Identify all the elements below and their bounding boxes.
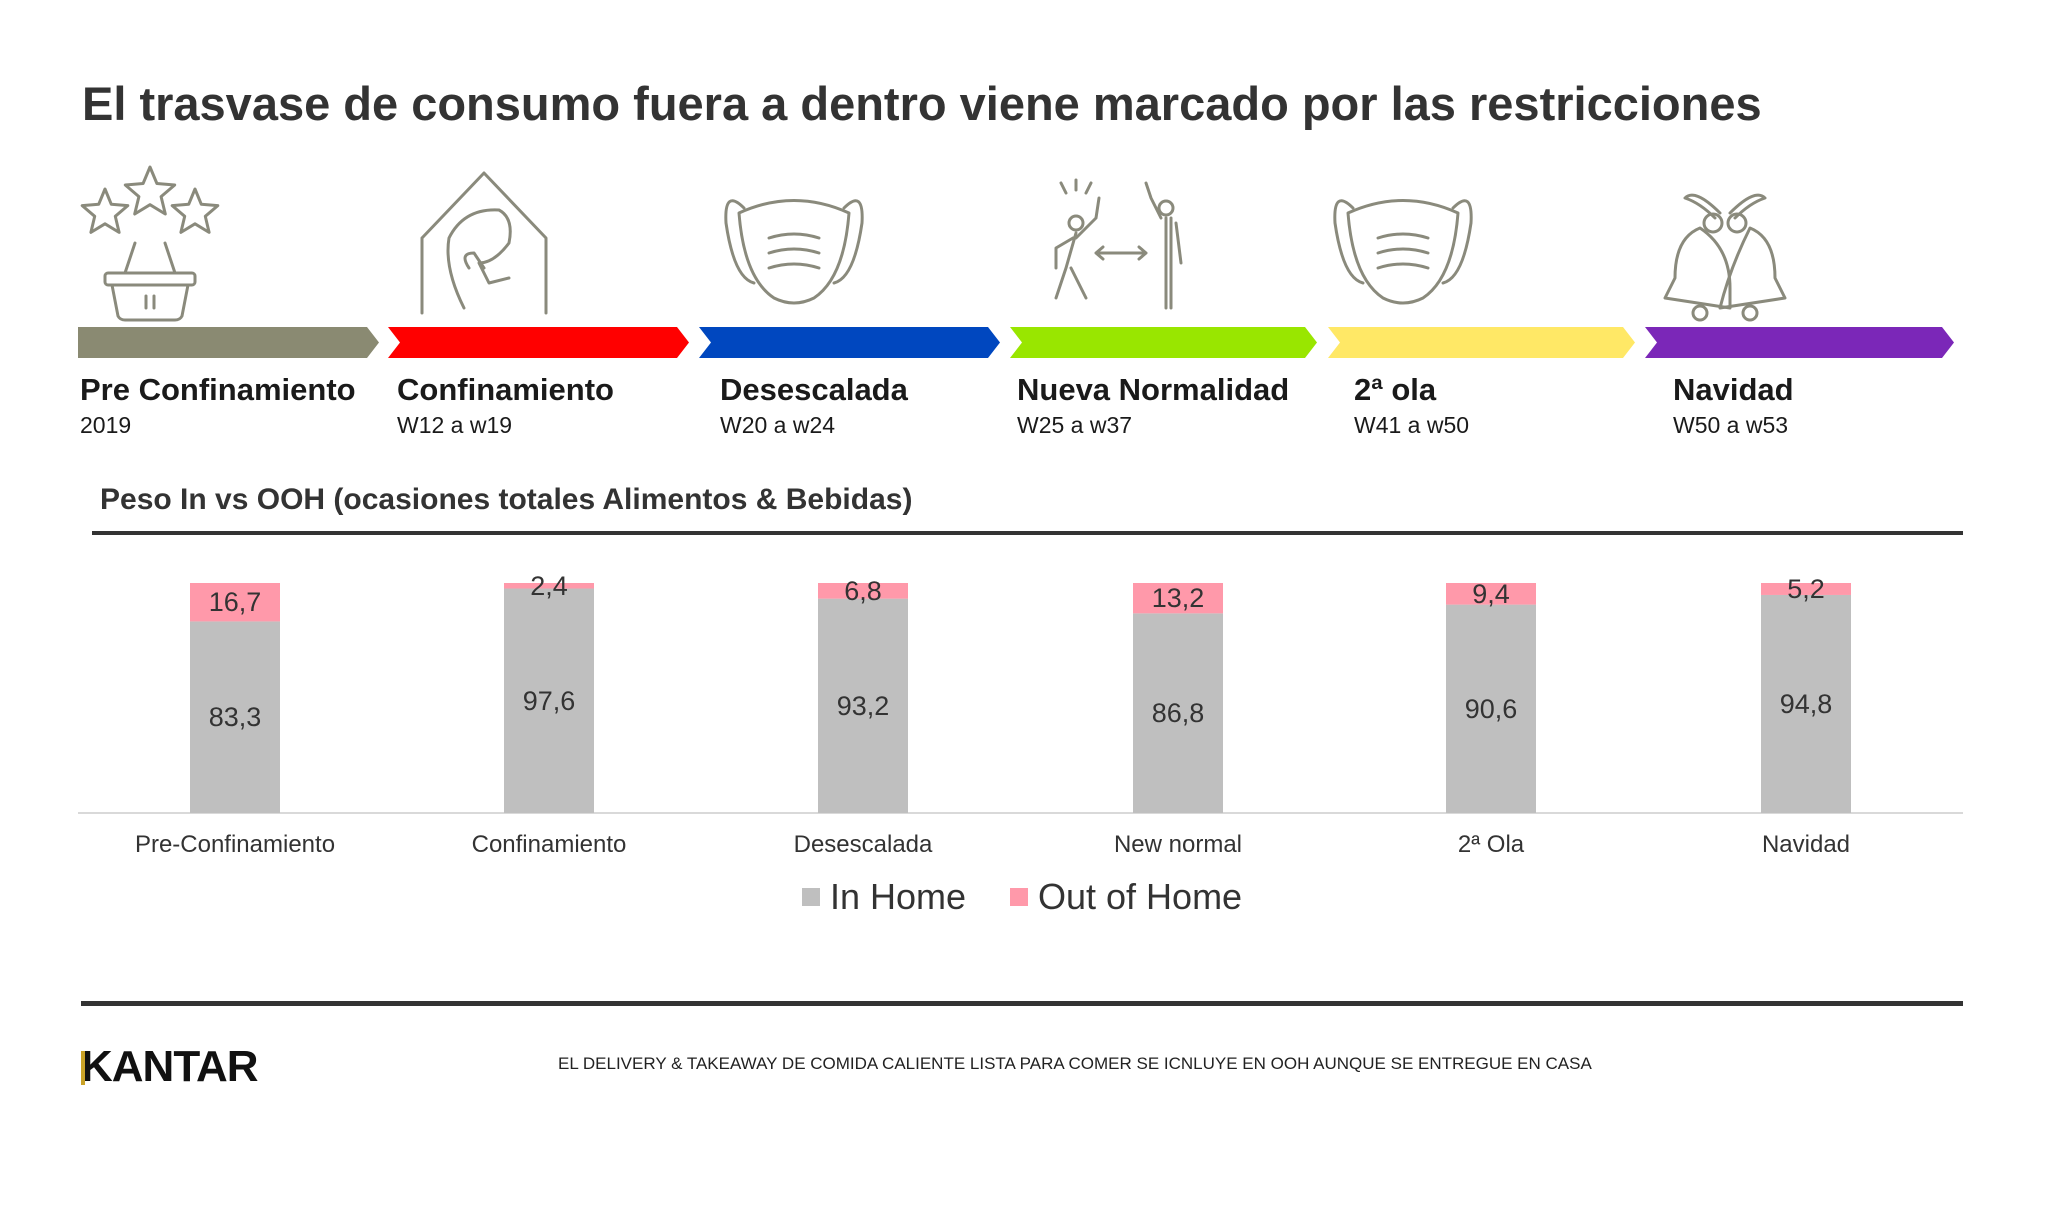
data-label: 16,7 <box>209 587 262 617</box>
phase-name: Confinamiento <box>397 372 614 407</box>
phase-arrow <box>699 327 1000 358</box>
category-label: Desescalada <box>794 831 933 858</box>
legend-label: Out of Home <box>1038 876 1242 917</box>
footnote: EL DELIVERY & TAKEAWAY DE COMIDA CALIENT… <box>558 1054 1592 1073</box>
phase-arrow <box>1010 327 1317 358</box>
bar-out-of-home <box>818 583 908 599</box>
timeline <box>78 165 1954 358</box>
phase-period: W41 a w50 <box>1354 412 1470 438</box>
legend-swatch <box>802 888 820 906</box>
bar-out-of-home <box>504 583 594 589</box>
category-label: New normal <box>1114 831 1242 858</box>
page-title: El trasvase de consumo fuera a dentro vi… <box>82 77 1762 130</box>
phase-arrow <box>1645 327 1954 358</box>
phase-period: W20 a w24 <box>720 412 836 438</box>
stars-basket-icon <box>80 165 220 322</box>
bar-in-home <box>1761 594 1851 813</box>
bar-in-home <box>1446 604 1536 813</box>
phase-period: W12 a w19 <box>397 412 513 438</box>
phase-arrow <box>78 327 379 358</box>
data-label: 5,2 <box>1787 574 1825 604</box>
legend-label: In Home <box>830 876 966 917</box>
kantar-logo-text: KANTAR <box>81 1042 258 1091</box>
category-label: Navidad <box>1762 831 1850 858</box>
data-label: 9,4 <box>1472 579 1510 609</box>
divider <box>81 1001 1963 1006</box>
chart-title: Peso In vs OOH (ocasiones totales Alimen… <box>100 483 913 516</box>
phase-name: Pre Confinamiento <box>80 372 356 407</box>
phase-period: 2019 <box>80 412 132 438</box>
social-distance-icon <box>1054 178 1183 310</box>
phase-name: Nueva Normalidad <box>1017 372 1290 407</box>
kantar-logo-bar <box>81 1051 85 1085</box>
data-label: 83,3 <box>209 702 262 732</box>
legend-swatch <box>1010 888 1028 906</box>
data-label: 90,6 <box>1465 694 1518 724</box>
home-person-icon <box>420 171 548 315</box>
phase-period: W50 a w53 <box>1673 412 1789 438</box>
phase-period: W25 a w37 <box>1017 412 1133 438</box>
bar-out-of-home <box>190 583 280 622</box>
data-label: 86,8 <box>1152 698 1205 728</box>
phase-arrow <box>388 327 689 358</box>
phase-name: 2ª ola <box>1354 372 1437 407</box>
data-label: 97,6 <box>523 686 576 716</box>
stacked-bar-chart: 83,3 16,7 Pre-Confinamiento 97,6 2,4 Confinam… <box>78 571 1963 917</box>
face-mask-icon <box>1333 199 1473 305</box>
phase-name: Desescalada <box>720 372 908 407</box>
phase-name: Navidad <box>1673 372 1794 407</box>
face-mask-icon <box>724 199 864 305</box>
data-label: 93,2 <box>837 691 890 721</box>
category-label: Pre-Confinamiento <box>135 831 335 858</box>
data-label: 6,8 <box>844 576 882 606</box>
data-label: 2,4 <box>530 571 568 601</box>
bar-out-of-home <box>1133 583 1223 614</box>
kantar-logo: KANTAR <box>81 1042 258 1092</box>
bar-in-home <box>504 588 594 813</box>
divider <box>92 531 1963 535</box>
bar-out-of-home <box>1761 583 1851 595</box>
bar-out-of-home <box>1446 583 1536 605</box>
category-label: Confinamiento <box>472 831 627 858</box>
bar-in-home <box>1133 613 1223 813</box>
christmas-bells-icon <box>1663 193 1787 322</box>
category-label: 2ª Ola <box>1458 831 1525 858</box>
bar-in-home <box>190 621 280 813</box>
phase-arrow <box>1328 327 1635 358</box>
bar-in-home <box>818 598 908 813</box>
data-label: 94,8 <box>1780 689 1833 719</box>
data-label: 13,2 <box>1152 583 1205 613</box>
